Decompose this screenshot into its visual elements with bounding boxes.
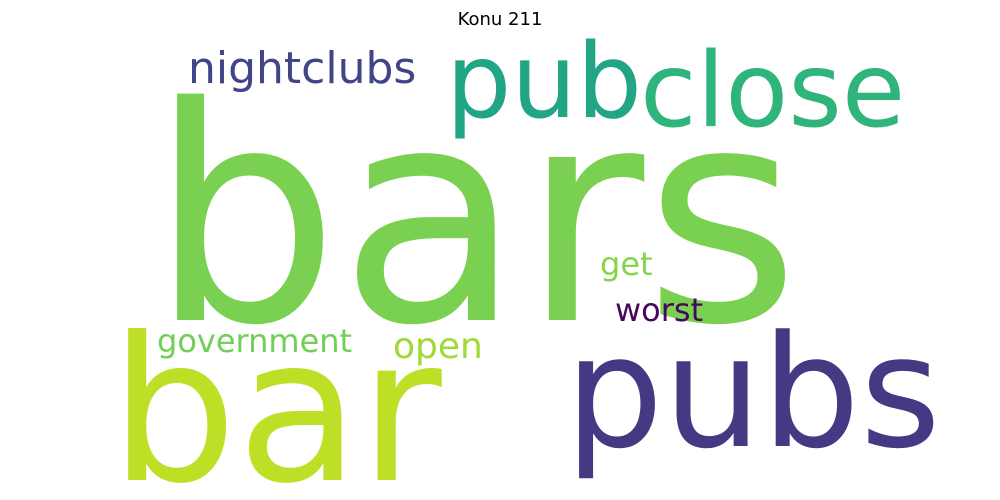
word-pubs: pubs	[565, 302, 941, 483]
word-nightclubs: nightclubs	[188, 43, 416, 94]
word-pub: pub	[446, 22, 642, 142]
word-open: open	[393, 326, 483, 367]
word-bar: bar	[110, 295, 443, 500]
word-government: government	[157, 322, 352, 360]
word-close: close	[640, 31, 905, 151]
chart-title: Konu 211	[457, 9, 543, 30]
word-bars: bars	[150, 44, 800, 391]
word-worst: worst	[615, 291, 703, 329]
word-get: get	[600, 245, 653, 283]
